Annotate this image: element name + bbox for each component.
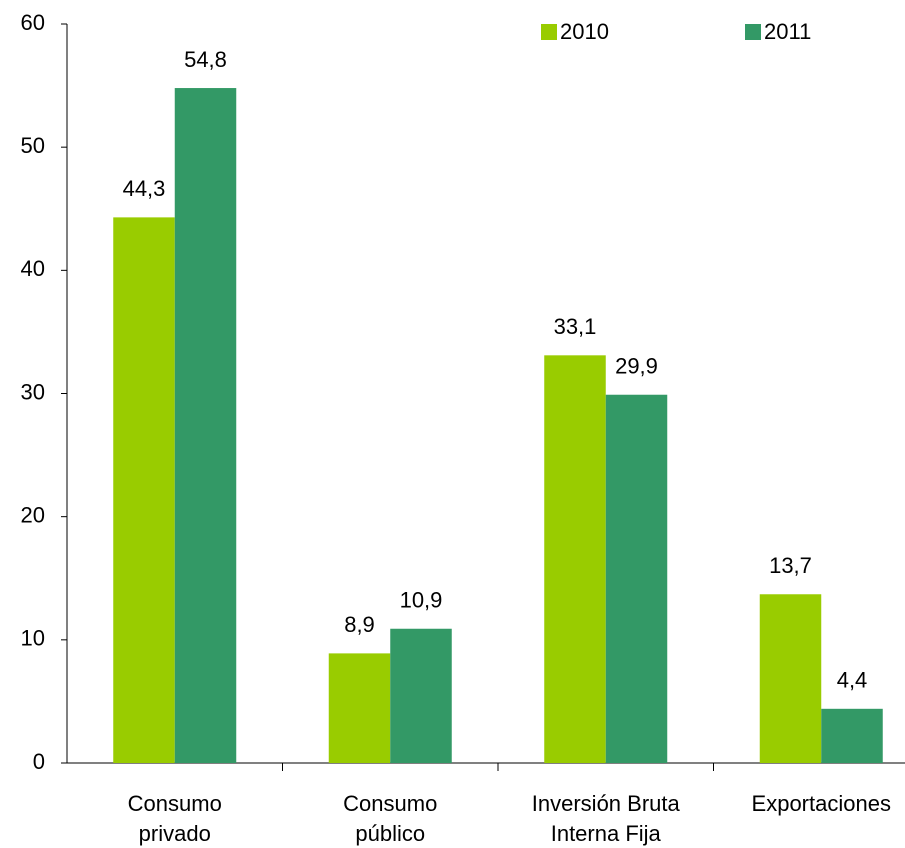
- y-tick-label: 10: [21, 626, 45, 651]
- x-tick-label: Exportaciones: [752, 791, 891, 816]
- value-label: 29,9: [615, 354, 658, 379]
- y-tick-label: 30: [21, 379, 45, 404]
- value-label: 13,7: [769, 553, 812, 578]
- bar: [605, 394, 668, 763]
- legend-label: 2010: [560, 19, 609, 44]
- legend-label: 2011: [764, 19, 811, 44]
- x-tick-label: Interna Fija: [551, 821, 662, 846]
- bar: [174, 88, 237, 763]
- value-label: 8,9: [344, 612, 375, 637]
- y-tick-label: 20: [21, 502, 45, 527]
- x-tick-label: público: [355, 821, 425, 846]
- value-label: 10,9: [400, 588, 443, 613]
- y-tick-label: 0: [33, 749, 45, 774]
- x-tick-label: privado: [139, 821, 211, 846]
- bar: [544, 355, 606, 763]
- legend-swatch: [745, 24, 761, 40]
- bar: [328, 653, 391, 763]
- y-tick-label: 60: [21, 10, 45, 35]
- legend-swatch: [541, 24, 557, 40]
- value-label: 54,8: [184, 47, 227, 72]
- x-tick-label: Consumo: [128, 791, 222, 816]
- value-label: 33,1: [554, 314, 597, 339]
- x-tick-label: Inversión Bruta: [532, 791, 681, 816]
- y-tick-label: 50: [21, 133, 45, 158]
- y-tick-label: 40: [21, 256, 45, 281]
- bar: [390, 628, 452, 763]
- bar: [113, 217, 175, 763]
- x-tick-label: Consumo: [343, 791, 437, 816]
- value-label: 4,4: [837, 668, 868, 693]
- value-label: 44,3: [123, 176, 166, 201]
- bar: [759, 594, 822, 763]
- bar: [821, 708, 883, 763]
